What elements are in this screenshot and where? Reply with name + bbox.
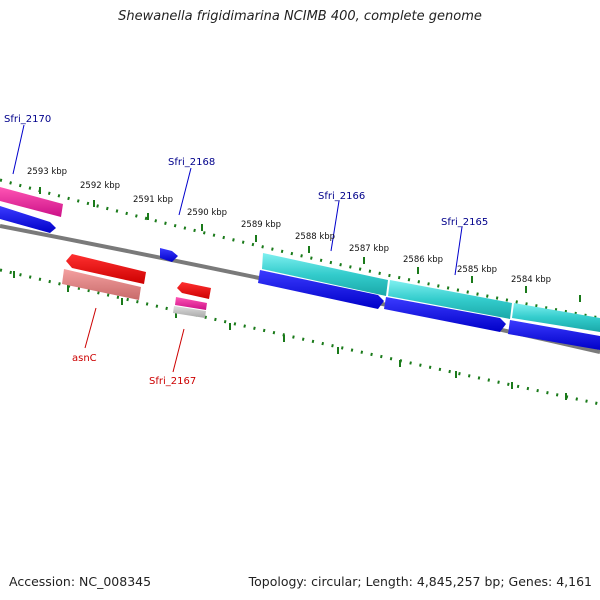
cds-forward-small-blue[interactable] (160, 248, 178, 262)
gene-sfri-2165-feature-b[interactable] (512, 303, 600, 332)
cds-forward-blue-1[interactable] (258, 270, 384, 309)
gene-sfri-2165-feature-a[interactable] (388, 280, 512, 319)
gene-label-sfri-2167[interactable]: Sfri_2167 (149, 376, 196, 387)
cds-reverse-asnC[interactable] (66, 254, 146, 284)
tick-label: 2588 kbp (295, 232, 335, 242)
major-ticks-reverse (13, 271, 567, 400)
leader-sfri-2166 (330, 200, 340, 252)
gene-label-sfri-2165[interactable]: Sfri_2165 (441, 217, 488, 228)
gene-label-sfri-2166[interactable]: Sfri_2166 (318, 191, 365, 202)
gene-sfri-2167-subfeature[interactable] (173, 306, 206, 318)
gene-sfri-2170-feature[interactable] (0, 187, 63, 217)
tick-label: 2587 kbp (349, 244, 389, 254)
gene-label-sfri-2170[interactable]: Sfri_2170 (4, 114, 51, 125)
major-ticks-forward (39, 187, 581, 302)
tick-label: 2592 kbp (80, 181, 120, 191)
gene-label-asnC[interactable]: asnC (72, 353, 97, 364)
gene-label-sfri-2168[interactable]: Sfri_2168 (168, 157, 215, 168)
leader-sfri-2170 (12, 124, 25, 175)
page-title: Shewanella frigidimarina NCIMB 400, comp… (118, 9, 482, 24)
tick-label: 2585 kbp (457, 265, 497, 275)
gene-sfri-2167-feature[interactable] (175, 297, 207, 310)
forward-tick-track (0, 178, 600, 320)
tick-label: 2586 kbp (403, 255, 443, 265)
leader-sfri-2165 (454, 226, 463, 276)
cds-forward-blue-2[interactable] (384, 297, 506, 332)
accession-text: Accession: NC_008345 (9, 574, 152, 589)
gene-sfri-2166-feature[interactable] (262, 253, 388, 296)
tick-label: 2591 kbp (133, 195, 173, 205)
leader-sfri-2167 (172, 328, 185, 373)
tick-label: 2593 kbp (27, 167, 67, 177)
cds-reverse-sfri-2167[interactable] (177, 282, 211, 299)
tick-label: 2590 kbp (187, 208, 227, 218)
cds-forward-blue-3[interactable] (508, 320, 600, 350)
gene-asnC-feature[interactable] (62, 269, 141, 300)
leader-sfri-2168 (178, 167, 192, 216)
genome-summary-text: Topology: circular; Length: 4,845,257 bp… (248, 574, 592, 589)
tick-label: 2584 kbp (511, 275, 551, 285)
cds-forward-left-blue[interactable] (0, 206, 56, 233)
leader-asnC (84, 307, 97, 349)
tick-label: 2589 kbp (241, 220, 281, 230)
